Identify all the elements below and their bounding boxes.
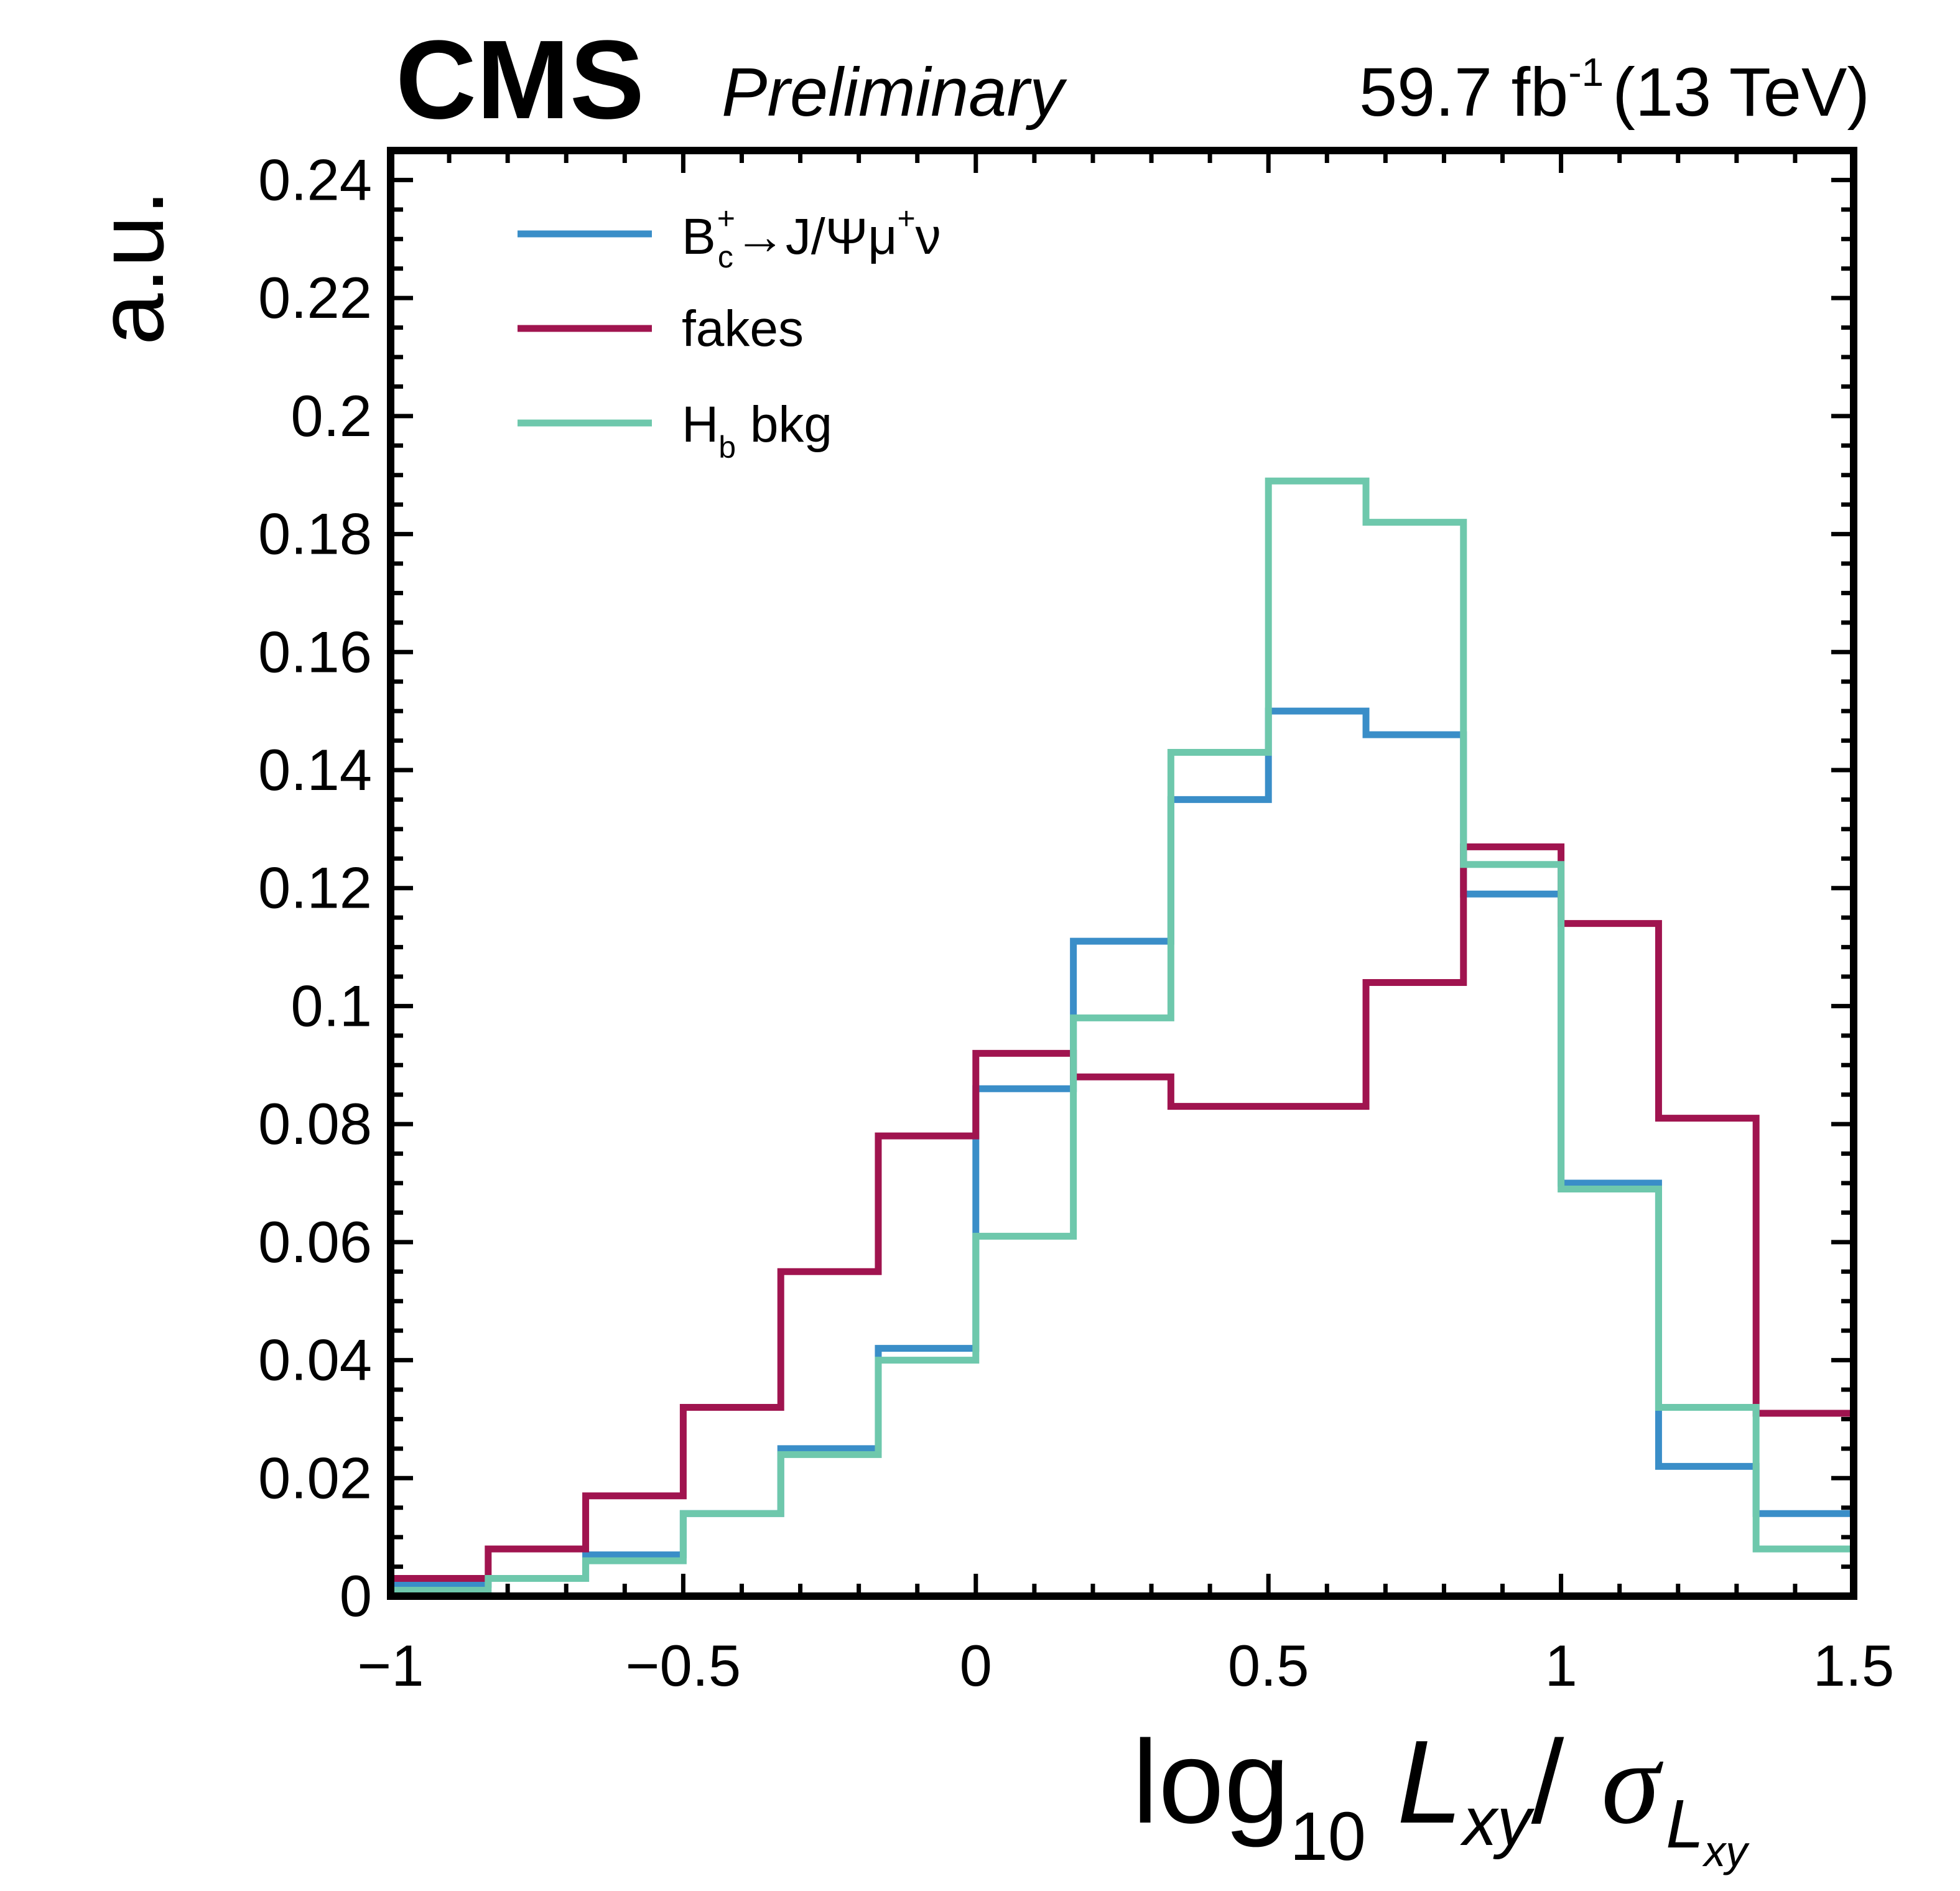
x-axis-label-sigma: σ	[1601, 1718, 1663, 1849]
y-tick-label: 0.1	[290, 973, 372, 1038]
x-axis-label-sigma-sub-L: L	[1666, 1786, 1704, 1862]
x-tick-label: 1	[1544, 1633, 1577, 1698]
y-tick-labels: 0 0.02 0.04 0.06 0.08 0.1 0.12 0.14 0.16 0.18 0.2 0…	[258, 147, 372, 1628]
series-fakes	[391, 843, 1854, 1582]
series-layer	[391, 477, 1854, 1594]
y-tick-label: 0.04	[258, 1327, 372, 1393]
legend-signal-sup: +	[717, 201, 735, 236]
legend-label-hb-bkg: Hb bkg	[682, 396, 832, 465]
legend-hb-tail: bkg	[736, 396, 832, 453]
energy-label: (13 TeV)	[1612, 54, 1870, 131]
x-tick-label: −0.5	[626, 1633, 741, 1698]
x-tick-label: −1	[357, 1633, 424, 1698]
series-hb-bkg	[391, 477, 1854, 1594]
legend-label-signal: B+ c→J/Ψμ+ν	[682, 201, 941, 274]
cms-label: CMS	[396, 17, 644, 142]
y-tick-label: 0.24	[258, 147, 372, 212]
y-tick-label: 0.22	[258, 265, 372, 330]
series-signal-bc	[391, 707, 1854, 1588]
axis-ticks	[388, 148, 1856, 1599]
x-axis-label-slash: /	[1531, 1716, 1564, 1848]
legend-signal-sub: c	[718, 239, 733, 274]
x-tick-label: 1.5	[1813, 1633, 1895, 1698]
legend: B+ c→J/Ψμ+ν fakes Hb bkg	[518, 201, 941, 465]
x-axis-label-log-sub: 10	[1290, 1798, 1366, 1875]
legend-signal-base: B	[682, 208, 716, 265]
y-tick-label: 0.12	[258, 855, 372, 921]
legend-label-fakes: fakes	[682, 300, 804, 357]
legend-signal-tail-sup: +	[897, 201, 915, 236]
y-tick-label: 0.06	[258, 1209, 372, 1275]
y-tick-label: 0.02	[258, 1445, 372, 1510]
lumi-value: 59.7 fb	[1359, 54, 1568, 131]
luminosity-label: 59.7 fb-1 (13 TeV)	[1359, 50, 1870, 131]
legend-signal-tail-end: ν	[916, 208, 941, 265]
plot-frame	[387, 147, 1857, 1600]
y-tick-label: 0	[340, 1563, 372, 1628]
legend-hb-base: H	[682, 396, 718, 453]
x-axis-label-sigma-sub-xy: xy	[1702, 1827, 1750, 1875]
x-axis-label: log10 Lxy/σLxy	[1132, 1716, 1750, 1875]
legend-signal-tail: →J/Ψμ	[735, 208, 898, 265]
x-tick-label: 0.5	[1228, 1633, 1309, 1698]
x-axis-label-log: log	[1132, 1716, 1290, 1848]
y-tick-label: 0.08	[258, 1091, 372, 1156]
y-axis-label: a.u.	[78, 190, 183, 345]
y-tick-label: 0.18	[258, 501, 372, 567]
x-tick-label: 0	[960, 1633, 992, 1698]
y-tick-label: 0.16	[258, 619, 372, 684]
y-tick-label: 0.2	[290, 383, 372, 448]
x-axis-label-L: L	[1397, 1716, 1463, 1848]
x-tick-labels: −1 −0.5 0 0.5 1 1.5	[357, 1633, 1894, 1698]
preliminary-label: Preliminary	[722, 54, 1067, 131]
legend-hb-sub: b	[718, 430, 736, 465]
y-tick-label: 0.14	[258, 737, 372, 802]
lumi-exponent: -1	[1568, 50, 1604, 95]
x-axis-label-L-sub: xy	[1460, 1783, 1535, 1860]
